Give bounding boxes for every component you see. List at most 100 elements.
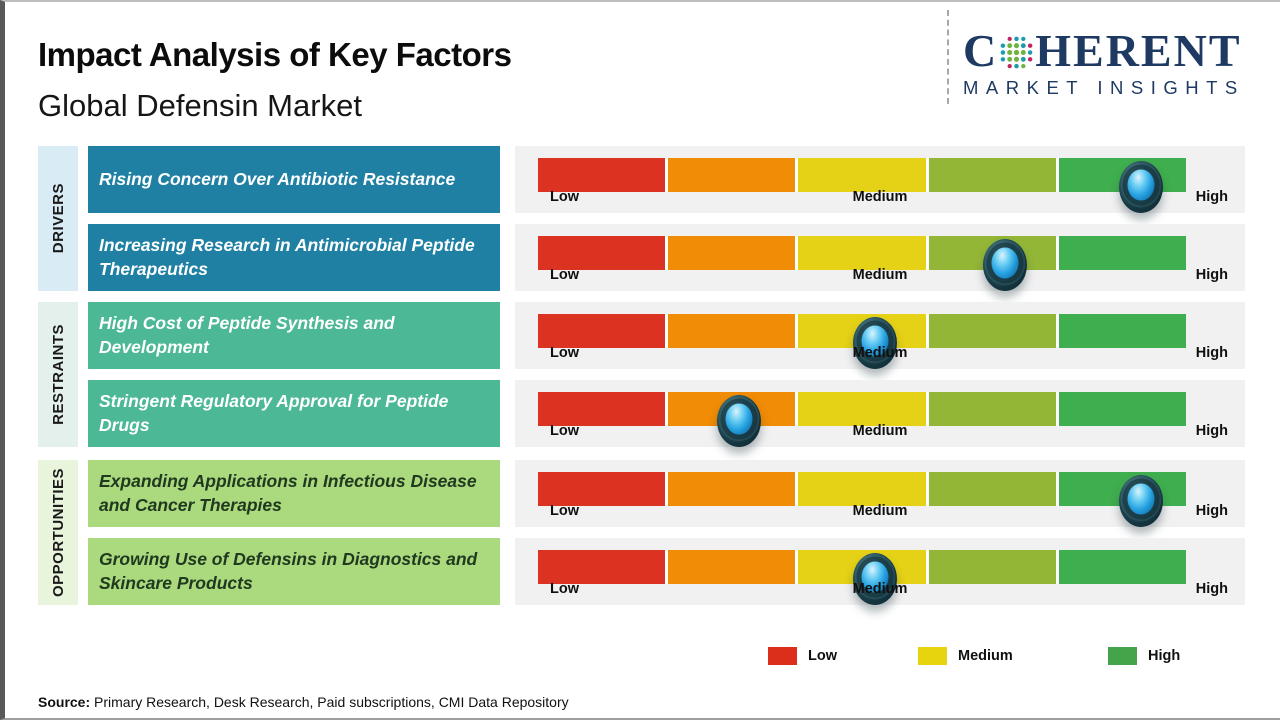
logo-wordmark: C HERENT [963,28,1268,74]
scale-label-high: High [1195,503,1228,519]
scale-label-medium: Medium [852,345,908,361]
scale-segment-medium [798,158,926,192]
scale-label-low: Low [550,503,579,519]
scale-label-medium: Medium [852,423,908,439]
impact-slider-handle[interactable] [852,317,897,369]
scale-segment-high [1058,314,1187,348]
scale-segment-low-medium [668,236,796,270]
scale-bar [538,158,1187,213]
scale-label-high: High [1195,423,1228,439]
scale-label-low: Low [550,423,579,439]
impact-slider-handle[interactable] [982,239,1027,291]
scale-label-low: Low [550,345,579,361]
impact-scale-panel: Low Medium High [515,224,1245,291]
category-label: OPPORTUNITIES [49,467,67,597]
legend-label-low: Low [808,648,837,664]
factor-text: Expanding Applications in Infectious Dis… [99,471,477,515]
scale-label-high: High [1195,581,1228,597]
factor-card: High Cost of Peptide Synthesis and Devel… [88,302,500,369]
factor-text: Increasing Research in Antimicrobial Pep… [99,235,475,279]
globe-icon [999,33,1034,70]
scale-bar [538,472,1187,527]
impact-scale-panel: Low Medium High [515,146,1245,213]
legend-label-high: High [1148,648,1181,664]
category-strip-drivers: DRIVERS [38,146,78,291]
scale-segment-low [538,314,666,348]
factor-card: Increasing Research in Antimicrobial Pep… [88,224,500,291]
legend-item-low: Low [768,647,837,665]
company-logo: C HERENT MARKET INSIGHTS [963,28,1268,99]
scale-label-low: Low [550,581,579,597]
scale-segment-low [538,158,666,192]
scale-segment-medium [798,392,926,426]
scale-label-medium: Medium [852,267,908,283]
scale-segment-low [538,550,666,584]
page-subtitle: Global Defensin Market [38,88,362,123]
scale-segment-medium-high [928,314,1056,348]
legend-swatch-high [1108,647,1137,665]
scale-label-high: High [1195,345,1228,361]
scale-label-medium: Medium [852,581,908,597]
scale-segment-medium-high [928,158,1056,192]
factor-text: Growing Use of Defensins in Diagnostics … [99,549,478,593]
scale-label-low: Low [550,189,579,205]
scale-segment-medium-high [928,550,1056,584]
scale-bar [538,392,1187,447]
factor-text: Rising Concern Over Antibiotic Resistanc… [99,168,456,189]
source-text: Primary Research, Desk Research, Paid su… [90,694,569,710]
impact-slider-handle[interactable] [1118,475,1163,527]
scale-label-low: Low [550,267,579,283]
scale-label-high: High [1195,267,1228,283]
scale-bar [538,550,1187,605]
scale-segment-high [1058,236,1187,270]
factor-text: High Cost of Peptide Synthesis and Devel… [99,313,395,357]
legend-label-medium: Medium [958,648,1013,664]
legend-item-medium: Medium [918,647,1013,665]
scale-label-medium: Medium [852,189,908,205]
scale-bar [538,236,1187,291]
impact-scale-panel: Low Medium High [515,380,1245,447]
scale-segment-medium [798,472,926,506]
legend-swatch-medium [918,647,947,665]
category-strip-opportunities: OPPORTUNITIES [38,460,78,605]
factor-card: Growing Use of Defensins in Diagnostics … [88,538,500,605]
scale-segment-high [1058,550,1187,584]
page-title: Impact Analysis of Key Factors [38,36,512,73]
impact-slider-handle[interactable] [852,553,897,605]
impact-scale-panel: Low Medium High [515,302,1245,369]
factor-card: Expanding Applications in Infectious Dis… [88,460,500,527]
category-strip-restraints: RESTRAINTS [38,302,78,447]
scale-bar [538,314,1187,369]
legend: Low Medium High [768,647,1248,669]
legend-item-high: High [1108,647,1180,665]
scale-label-medium: Medium [852,503,908,519]
scale-segment-medium-high [928,472,1056,506]
scale-segment-low-medium [668,472,796,506]
category-label: RESTRAINTS [49,324,67,425]
scale-segment-medium [798,236,926,270]
scale-segment-low [538,392,666,426]
scale-segment-low-medium [668,158,796,192]
impact-scale-panel: Low Medium High [515,460,1245,527]
factor-card: Stringent Regulatory Approval for Peptid… [88,380,500,447]
logo-letters-herent: HERENT [1035,25,1242,76]
scale-segment-low-medium [668,550,796,584]
impact-slider-handle[interactable] [1118,161,1163,213]
source-label: Source: [38,694,91,710]
impact-scale-panel: Low Medium High [515,538,1245,605]
category-label: DRIVERS [49,183,67,254]
scale-segment-high [1058,392,1187,426]
scale-segment-low-medium [668,314,796,348]
factor-card: Rising Concern Over Antibiotic Resistanc… [88,146,500,213]
logo-divider [947,10,949,104]
source-note: Source: Primary Research, Desk Research,… [38,694,569,710]
scale-segment-medium-high [928,392,1056,426]
logo-letter-c: C [963,25,999,76]
legend-swatch-low [768,647,797,665]
scale-label-high: High [1195,189,1228,205]
scale-segment-low [538,236,666,270]
factor-text: Stringent Regulatory Approval for Peptid… [99,391,449,435]
impact-slider-handle[interactable] [716,395,761,447]
logo-tagline: MARKET INSIGHTS [963,77,1245,98]
